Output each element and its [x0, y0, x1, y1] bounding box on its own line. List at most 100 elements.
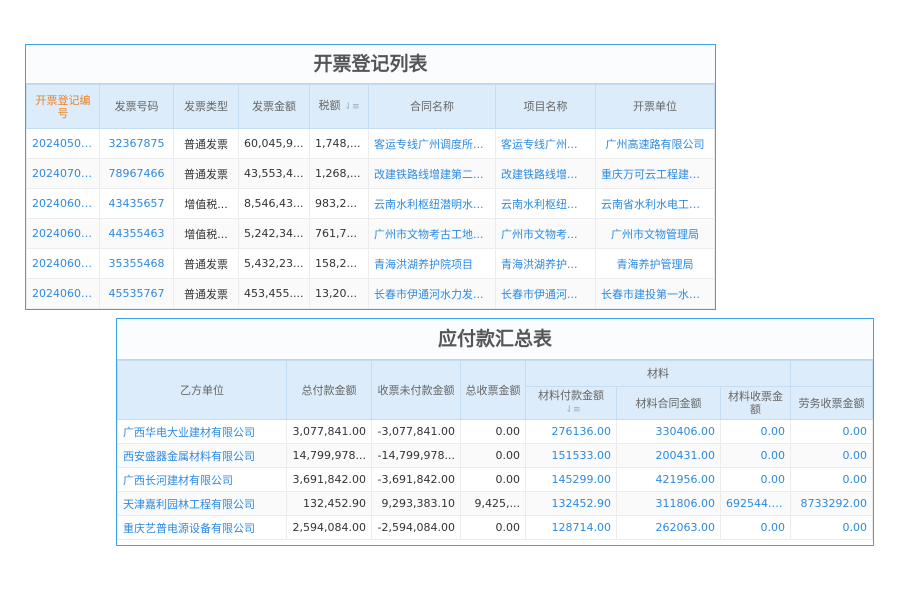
table-cell[interactable]: 2024050004 [26, 128, 100, 159]
table-row[interactable]: 西安盛器金属材料有限公司 14,799,978... -14,799,978... 0… [117, 443, 873, 468]
table-cell[interactable]: 广州市文物管理局 [595, 218, 715, 249]
table-cell[interactable]: 云南水利枢纽... [495, 188, 596, 219]
table-cell[interactable]: 2024070002 [26, 158, 100, 189]
column-header[interactable]: 乙方单位 [117, 360, 287, 420]
table-cell[interactable]: 145299.00 [525, 467, 617, 492]
column-header-label: 合同名称 [410, 100, 454, 113]
table-cell: 0.00 [460, 419, 526, 444]
table-cell[interactable]: 广西长河建材有限公司 [117, 467, 287, 492]
table-cell[interactable]: 重庆万可云工程建设... [595, 158, 715, 189]
table-row[interactable]: 广西华电大业建材有限公司 3,077,841.00 -3,077,841.00 0.0… [117, 419, 873, 444]
column-header[interactable]: 开票单位 [595, 84, 715, 129]
table-cell[interactable]: 2024060010 [26, 278, 100, 309]
table-cell: 14,799,978... [286, 443, 372, 468]
table-row[interactable]: 天津嘉利园林工程有限公司 132,452.90 9,293,383.10 9,425,… [117, 491, 873, 516]
sort-desc-icon[interactable]: ⇃≡ [344, 102, 360, 112]
table-row[interactable]: 2024060009 43435657 增值税... 8,546,43... 983,2… [26, 188, 715, 219]
table-cell: 增值税... [173, 218, 239, 249]
table-cell[interactable]: 天津嘉利园林工程有限公司 [117, 491, 287, 516]
table-cell[interactable]: 2024060001 [26, 218, 100, 249]
table-cell[interactable]: 长春市伊通河... [495, 278, 596, 309]
table-cell[interactable]: 330406.00 [616, 419, 721, 444]
table-cell[interactable]: 151533.00 [525, 443, 617, 468]
table-cell[interactable]: 青海养护管理局 [595, 248, 715, 279]
table-cell[interactable]: 32367875 [99, 128, 174, 159]
table-cell[interactable]: 西安盛器金属材料有限公司 [117, 443, 287, 468]
table-cell[interactable]: 0.00 [719, 515, 792, 540]
table-cell: -3,077,841.00 [371, 419, 461, 444]
column-header[interactable]: 总收票金额 [460, 360, 526, 420]
table-cell[interactable]: 0.00 [719, 467, 792, 492]
table-cell[interactable]: 2024060009 [26, 188, 100, 219]
table-row[interactable]: 广西长河建材有限公司 3,691,842.00 -3,691,842.00 0.00 1… [117, 467, 873, 492]
column-header[interactable]: 发票类型 [173, 84, 239, 129]
table-cell[interactable]: 长春市建投第一水利... [595, 278, 715, 309]
table-cell[interactable]: 44355463 [99, 218, 174, 249]
table-row[interactable]: 2024060007 35355468 普通发票 5,432,23... 158,2..… [26, 248, 715, 279]
table-cell: 普通发票 [173, 278, 239, 309]
column-header[interactable]: 合同名称 [368, 84, 496, 129]
table-cell[interactable]: 45535767 [99, 278, 174, 309]
table-cell: 1,268,... [309, 158, 369, 189]
sort-desc-icon[interactable]: ⇃≡ [565, 405, 581, 415]
table-cell[interactable]: 广西华电大业建材有限公司 [117, 419, 287, 444]
table-cell[interactable]: 青海洪湖养护院项目 [368, 248, 496, 279]
table-cell[interactable]: 0.00 [719, 443, 792, 468]
table-cell[interactable]: 广州市文物考古工地... [368, 218, 496, 249]
table-cell[interactable]: 35355468 [99, 248, 174, 279]
table-cell: 0.00 [460, 467, 526, 492]
table-cell: 5,432,23... [238, 248, 310, 279]
group-header-blank [790, 360, 873, 387]
table-cell[interactable]: 0.00 [790, 419, 873, 444]
table-cell[interactable]: 421956.00 [616, 467, 721, 492]
table-cell: 0.00 [460, 515, 526, 540]
table-row[interactable]: 2024060001 44355463 增值税... 5,242,34... 761,7… [26, 218, 715, 249]
table-cell[interactable]: 云南水利枢纽潜明水... [368, 188, 496, 219]
table-cell[interactable]: 0.00 [790, 443, 873, 468]
table-cell[interactable]: 云南省水利水电工程... [595, 188, 715, 219]
table-cell: 8,546,43... [238, 188, 310, 219]
column-header[interactable]: 总付款金额 [286, 360, 372, 420]
table-cell[interactable]: 0.00 [719, 419, 792, 444]
column-header[interactable]: 材料付款金额 ⇃≡ [525, 386, 617, 420]
column-header[interactable]: 税额 ⇃≡ [309, 84, 369, 129]
column-header[interactable]: 劳务收票金额 [790, 386, 873, 420]
table-row[interactable]: 2024050004 32367875 普通发票 60,045,9... 1,748,.… [26, 128, 715, 159]
table-cell[interactable]: 200431.00 [616, 443, 721, 468]
table-cell[interactable]: 青海洪湖养护... [495, 248, 596, 279]
column-header[interactable]: 发票号码 [99, 84, 174, 129]
payable-summary-panel: 应付款汇总表 乙方单位 总付款金额 收票未付款金额 总收票金额 材料 材料付款金… [116, 318, 874, 546]
table-cell[interactable]: 长春市伊通河水力发... [368, 278, 496, 309]
table-cell[interactable]: 692544.00 [719, 491, 792, 516]
payable-table-title: 应付款汇总表 [117, 319, 873, 360]
table-cell[interactable]: 311806.00 [616, 491, 721, 516]
table-cell[interactable]: 客运专线广州调度所... [368, 128, 496, 159]
table-row[interactable]: 重庆艺普电源设备有限公司 2,594,084.00 -2,594,084.00 0.0… [117, 515, 873, 540]
column-header[interactable]: 开票登记编号 [26, 84, 100, 129]
table-cell[interactable]: 132452.90 [525, 491, 617, 516]
table-cell[interactable]: 8733292.00 [790, 491, 873, 516]
column-header[interactable]: 项目名称 [495, 84, 596, 129]
table-cell[interactable]: 改建铁路线增建第二... [368, 158, 496, 189]
table-cell[interactable]: 客运专线广州... [495, 128, 596, 159]
table-cell[interactable]: 43435657 [99, 188, 174, 219]
table-cell[interactable]: 0.00 [790, 467, 873, 492]
table-cell[interactable]: 改建铁路线增... [495, 158, 596, 189]
table-cell[interactable]: 广州高速路有限公司 [595, 128, 715, 159]
column-header[interactable]: 收票未付款金额 [371, 360, 461, 420]
table-row[interactable]: 2024060010 45535767 普通发票 453,455.... 13,20..… [26, 278, 715, 309]
table-cell[interactable]: 广州市文物考... [495, 218, 596, 249]
table-cell[interactable]: 2024060007 [26, 248, 100, 279]
column-header[interactable]: 材料收票金额 [719, 386, 792, 420]
table-row[interactable]: 2024070002 78967466 普通发票 43,553,4... 1,268,.… [26, 158, 715, 189]
table-cell[interactable]: 重庆艺普电源设备有限公司 [117, 515, 287, 540]
table-cell[interactable]: 0.00 [790, 515, 873, 540]
table-cell[interactable]: 128714.00 [525, 515, 617, 540]
column-header[interactable]: 材料合同金额 [616, 386, 721, 420]
column-header-label: 发票金额 [252, 100, 296, 113]
column-header[interactable]: 发票金额 [238, 84, 310, 129]
table-cell[interactable]: 276136.00 [525, 419, 617, 444]
table-cell[interactable]: 262063.00 [616, 515, 721, 540]
table-cell[interactable]: 78967466 [99, 158, 174, 189]
invoice-table-title: 开票登记列表 [26, 45, 715, 84]
